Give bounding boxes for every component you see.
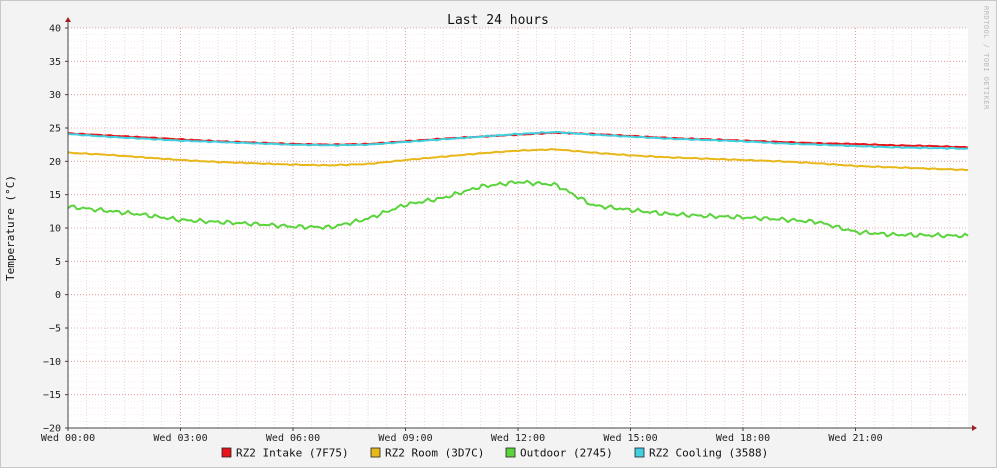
series-line-4	[67, 131, 969, 150]
legend-swatch-3	[505, 447, 516, 458]
y-tick-label: 35	[49, 57, 61, 68]
series-line-3	[67, 179, 969, 239]
x-axis-arrow	[972, 425, 977, 431]
y-tick-label: 30	[49, 90, 61, 101]
x-tick-label: Wed 21:00	[828, 433, 882, 444]
x-tick-label: Wed 06:00	[266, 433, 320, 444]
x-tick-label: Wed 09:00	[378, 433, 432, 444]
legend-swatch-2	[370, 447, 381, 458]
y-tick-label: −15	[43, 390, 61, 401]
y-tick-label: 40	[49, 24, 61, 35]
watermark: RRDTOOL / TOBI OETIKER	[982, 6, 990, 110]
x-tick-label: Wed 18:00	[716, 433, 770, 444]
y-tick-label: 15	[49, 190, 61, 201]
legend: RZ2 Intake (7F75) RZ2 Room (3D7C) Outdoor …	[221, 447, 768, 460]
legend-swatch-4	[634, 447, 645, 458]
series-line-2	[67, 147, 968, 172]
legend-swatch-1	[221, 447, 232, 458]
x-tick-label: Wed 03:00	[153, 433, 207, 444]
legend-label-4: RZ2 Cooling (3588)	[649, 447, 768, 460]
y-tick-label: 25	[49, 124, 61, 135]
x-tick-label: Wed 12:00	[491, 433, 545, 444]
chart-title: Last 24 hours	[447, 13, 549, 28]
series-lines	[67, 131, 969, 239]
legend-label-3: Outdoor (2745)	[520, 447, 613, 460]
axes	[65, 17, 977, 431]
legend-label-1: RZ2 Intake (7F75)	[236, 447, 349, 460]
y-axis-arrow	[65, 17, 71, 22]
legend-label-2: RZ2 Room (3D7C)	[385, 447, 484, 460]
y-tick-label: −20	[43, 424, 61, 435]
y-tick-label: 0	[55, 290, 61, 301]
y-tick-label: 10	[49, 224, 61, 235]
x-tick-label: Wed 00:00	[41, 433, 95, 444]
y-tick-label: −10	[43, 357, 61, 368]
x-tick-label: Wed 15:00	[603, 433, 657, 444]
y-axis-label: Temperature (°C)	[4, 175, 17, 281]
y-tick-label: 20	[49, 157, 61, 168]
y-tick-label: −5	[49, 324, 61, 335]
y-tick-label: 5	[55, 257, 61, 268]
